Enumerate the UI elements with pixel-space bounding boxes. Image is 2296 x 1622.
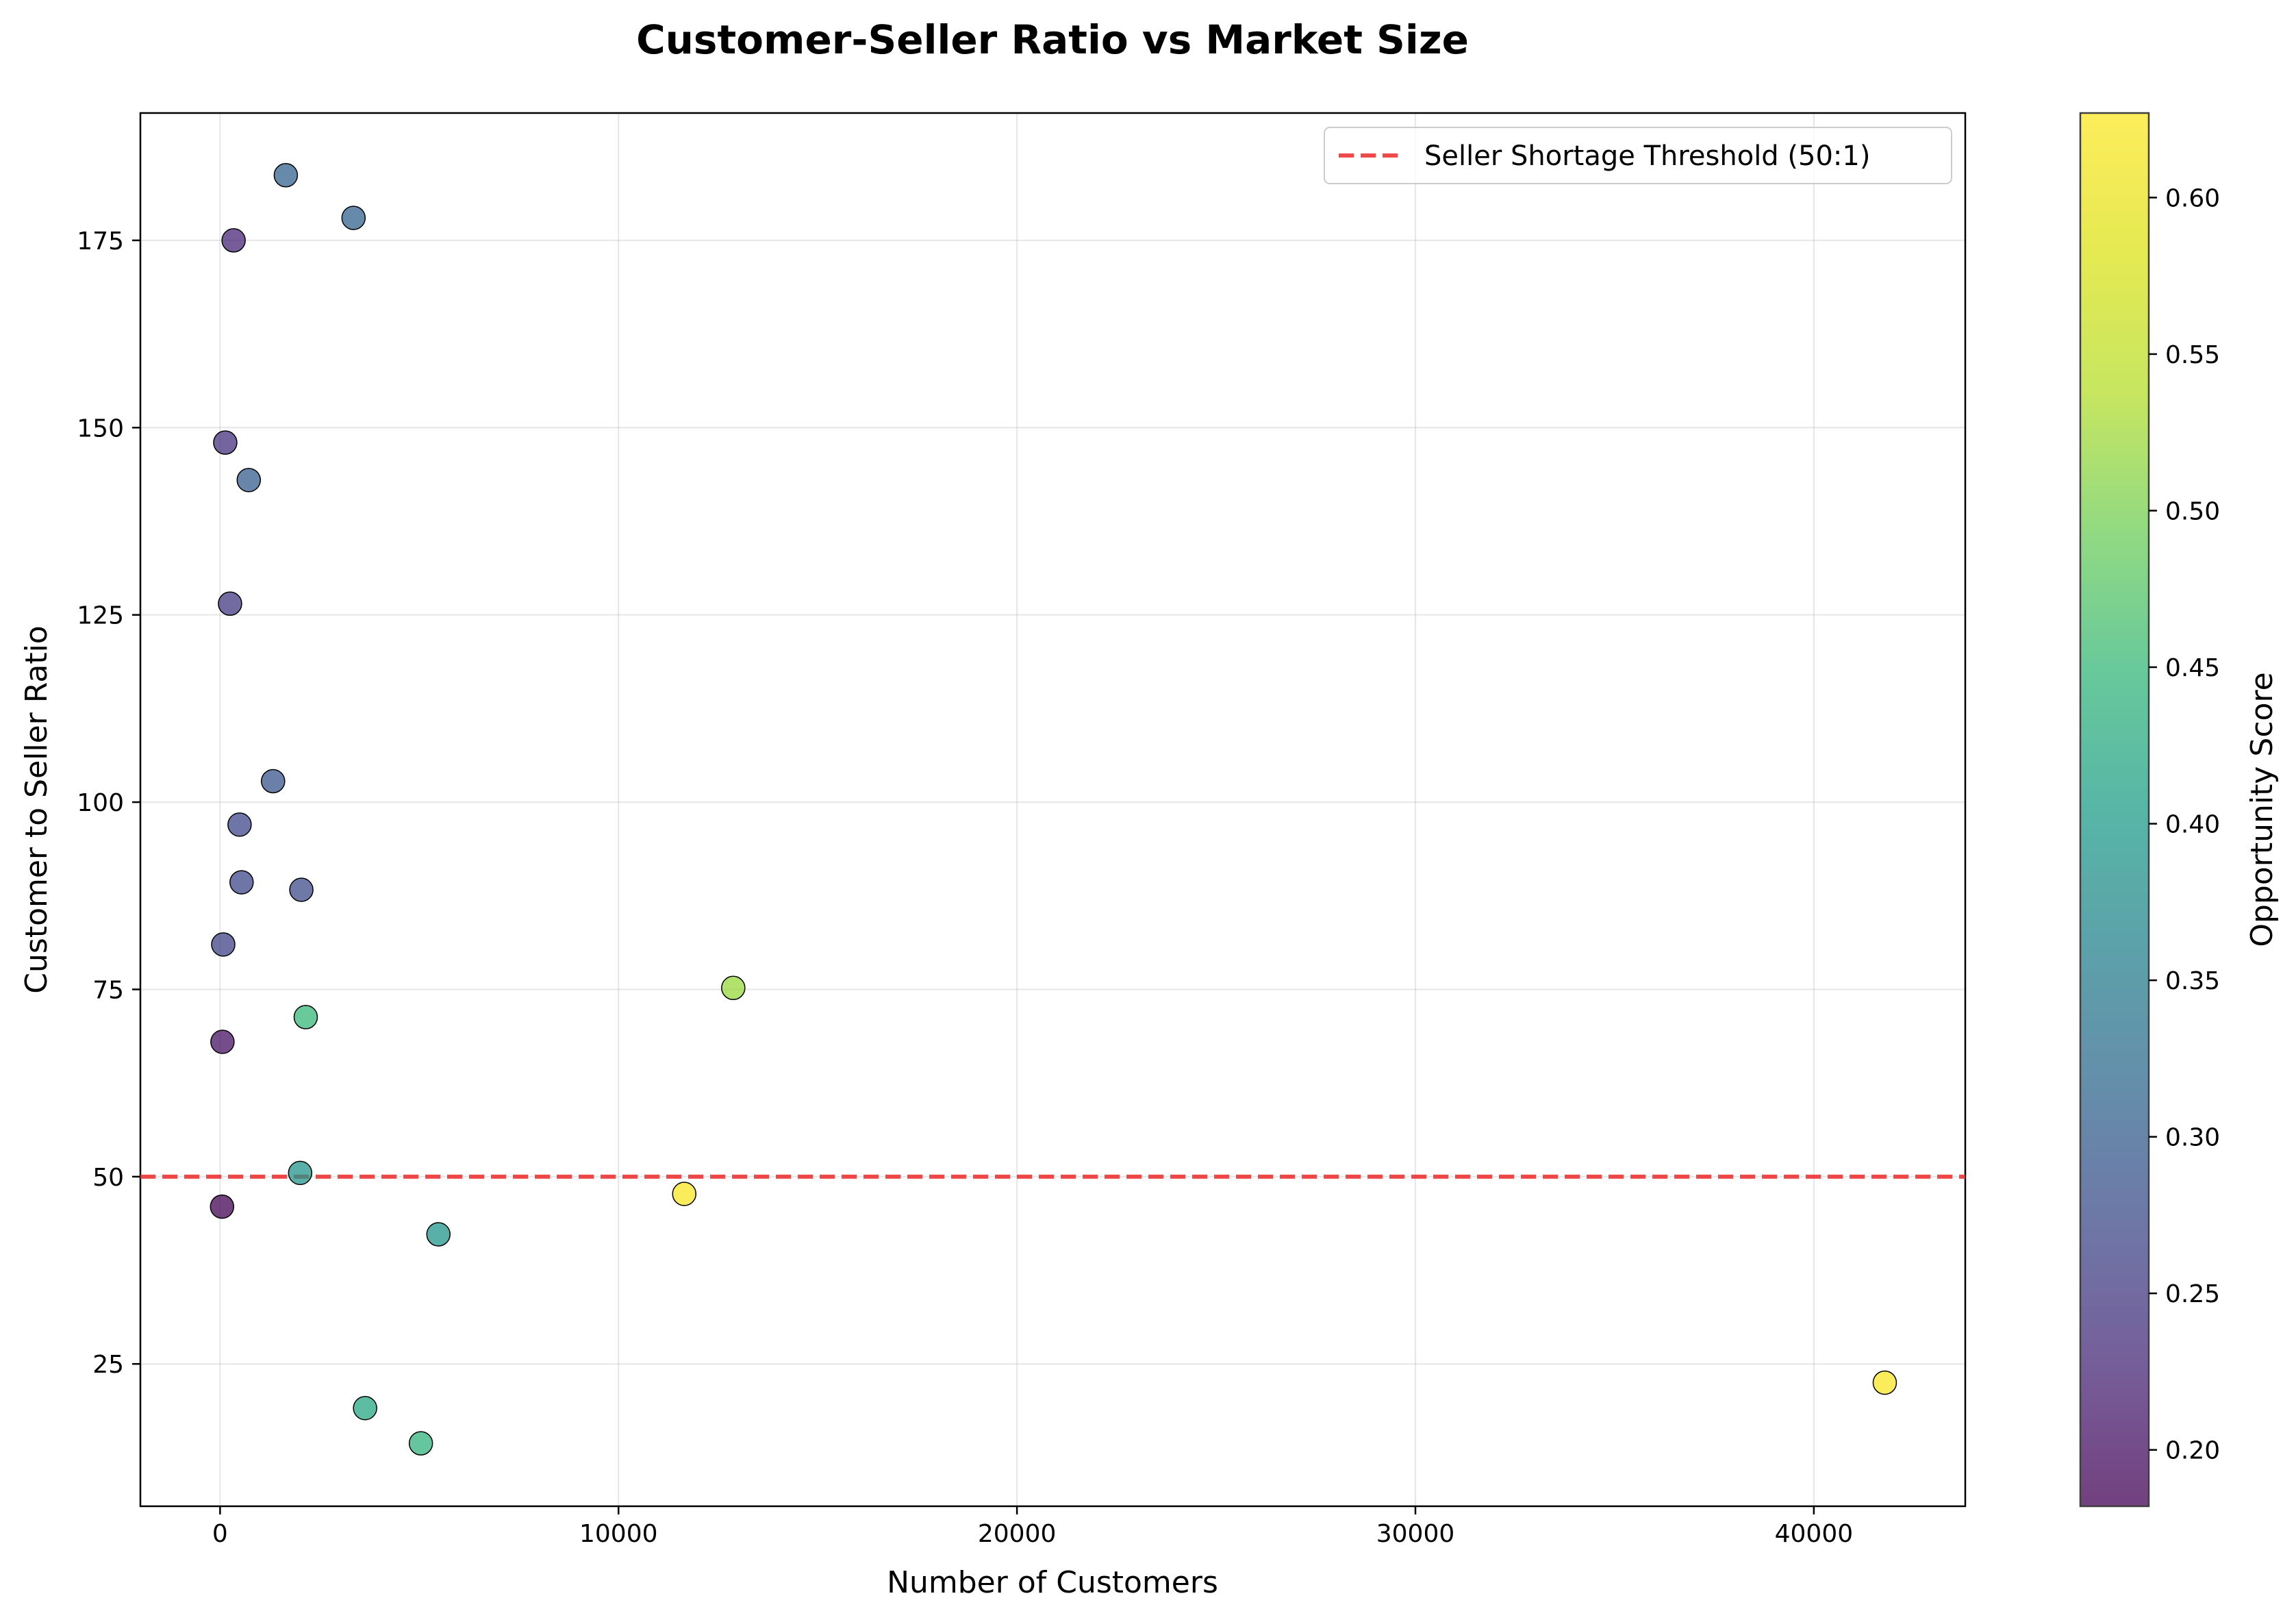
colorbar-tick-label: 0.25: [2165, 1280, 2220, 1308]
data-point: [293, 1005, 318, 1030]
data-point: [229, 870, 254, 895]
data-point: [1872, 1370, 1897, 1395]
data-point: [236, 468, 262, 492]
x-axis-label: Number of Customers: [887, 1565, 1218, 1600]
colorbar-tick-label: 0.55: [2165, 341, 2220, 369]
y-axis-ticks: 25 50 75 100 125 150 175: [77, 227, 140, 1379]
y-tick-label: 75: [92, 976, 124, 1004]
grid: [140, 113, 1965, 1506]
data-point: [227, 812, 252, 837]
colorbar-gradient: [2079, 112, 2150, 1508]
y-tick-label: 150: [77, 414, 124, 442]
data-point: [221, 228, 246, 253]
data-point: [289, 877, 314, 902]
data-point: [261, 769, 286, 794]
y-tick-label: 25: [92, 1351, 124, 1379]
colorbar-tick-label: 0.45: [2165, 654, 2220, 682]
data-point: [210, 1194, 235, 1219]
data-point: [408, 1431, 433, 1456]
data-point: [288, 1160, 313, 1186]
colorbar-tick-label: 0.35: [2165, 967, 2220, 995]
colorbar-tick-label: 0.30: [2165, 1124, 2220, 1152]
data-point: [211, 932, 236, 957]
data-point: [213, 430, 238, 455]
legend: Seller Shortage Threshold (50:1): [1324, 127, 1952, 184]
colorbar-tick-label: 0.60: [2165, 184, 2220, 212]
data-points: [210, 163, 1897, 1456]
x-tick-label: 20000: [978, 1520, 1057, 1548]
data-point: [721, 975, 746, 1001]
x-tick-label: 30000: [1376, 1520, 1455, 1548]
y-tick-label: 175: [77, 227, 124, 255]
data-point: [341, 205, 366, 230]
legend-threshold-label: Seller Shortage Threshold (50:1): [1424, 140, 1870, 172]
chart-title: Customer-Seller Ratio vs Market Size: [636, 16, 1469, 63]
data-point: [426, 1222, 451, 1247]
colorbar: 0.20 0.25 0.30 0.35 0.40 0.45 0.50 0.55 0.60 Opp…: [2079, 112, 2280, 1508]
colorbar-tick-label: 0.50: [2165, 497, 2220, 525]
colorbar-tick-label: 0.20: [2165, 1437, 2220, 1465]
x-axis-ticks: 0 10000 20000 30000 40000: [212, 1506, 1853, 1548]
y-tick-label: 50: [92, 1164, 124, 1192]
data-point: [210, 1030, 235, 1054]
colorbar-tick-label: 0.40: [2165, 811, 2220, 839]
x-tick-label: 40000: [1775, 1520, 1854, 1548]
y-tick-label: 125: [77, 602, 124, 630]
legend-box: [1324, 127, 1952, 184]
data-point: [273, 163, 299, 188]
data-point: [672, 1182, 697, 1206]
x-tick-label: 0: [212, 1520, 228, 1548]
plot-area: [139, 112, 1967, 1508]
y-axis-label: Customer to Seller Ratio: [19, 625, 54, 993]
colorbar-label: Opportunity Score: [2245, 672, 2280, 947]
data-point: [218, 591, 242, 616]
colorbar-ticks: 0.20 0.25 0.30 0.35 0.40 0.45 0.50 0.55 0.60: [2149, 184, 2220, 1465]
x-tick-label: 10000: [579, 1520, 658, 1548]
data-point: [353, 1395, 377, 1421]
y-tick-label: 100: [77, 789, 124, 817]
